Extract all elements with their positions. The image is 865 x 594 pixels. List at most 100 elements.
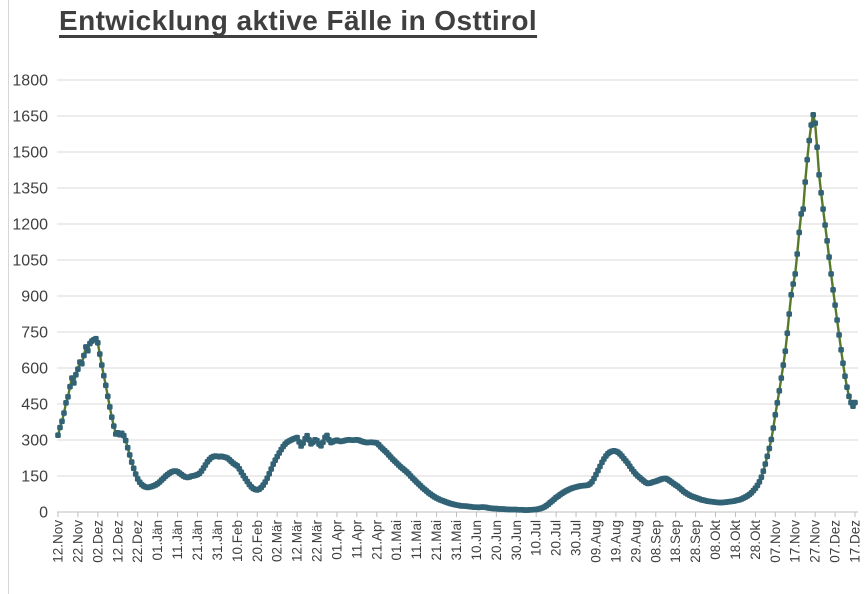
x-axis-label: 12.Mär xyxy=(290,520,305,563)
series-line xyxy=(56,113,857,512)
x-axis-label: 22.Dez xyxy=(130,520,145,563)
x-axis-label: 22.Mär xyxy=(310,520,325,563)
data-point-marker xyxy=(852,399,858,406)
x-axis-label: 09.Aug xyxy=(588,520,603,563)
data-point-marker xyxy=(61,410,67,416)
data-point-marker xyxy=(75,366,81,372)
x-axis-label: 20.Jun xyxy=(489,520,504,561)
data-point-marker xyxy=(73,371,79,378)
data-point-marker xyxy=(806,137,812,144)
x-axis-label: 18.Sep xyxy=(668,520,683,563)
data-point-marker xyxy=(830,287,836,293)
series-markers xyxy=(55,112,858,513)
data-point-marker xyxy=(294,434,300,441)
data-point-marker xyxy=(756,479,763,485)
data-point-marker xyxy=(794,251,800,257)
data-point-marker xyxy=(111,423,117,429)
y-axis-label: 150 xyxy=(21,469,48,486)
data-point-marker xyxy=(85,347,91,354)
data-point-marker xyxy=(109,414,115,420)
data-point-marker xyxy=(130,465,137,472)
y-axis-label: 1500 xyxy=(12,145,48,162)
x-axis-label: 29.Aug xyxy=(628,520,643,563)
data-point-marker xyxy=(67,383,73,390)
data-point-marker xyxy=(55,432,61,438)
x-axis-label: 11.Mai xyxy=(409,520,424,560)
data-point-marker xyxy=(126,452,133,458)
x-axis-label: 01.Jän xyxy=(150,520,165,561)
data-point-marker xyxy=(101,372,107,379)
data-point-marker xyxy=(132,471,139,477)
data-point-marker xyxy=(268,466,274,472)
data-point-marker xyxy=(770,425,777,431)
data-point-marker xyxy=(69,375,75,381)
data-point-marker xyxy=(818,190,824,196)
x-axis-label: 22.Nov xyxy=(70,520,85,563)
data-point-marker xyxy=(802,179,808,185)
data-point-marker xyxy=(820,206,826,212)
x-axis-label: 17.Dez xyxy=(848,520,863,563)
data-point-marker xyxy=(804,156,810,163)
x-axis-label: 17.Nov xyxy=(788,520,803,563)
data-point-marker xyxy=(834,317,840,323)
x-axis-label: 08.Okt xyxy=(708,520,723,560)
data-point-marker xyxy=(840,360,846,366)
x-axis-label: 02.Mär xyxy=(270,520,285,563)
data-point-marker xyxy=(780,362,787,368)
x-axis-label: 10.Feb xyxy=(230,520,245,562)
x-axis-label: 21.Apr xyxy=(369,520,384,560)
x-axis-label: 20.Feb xyxy=(250,520,265,562)
x-axis-label: 11.Jän xyxy=(170,520,185,560)
data-point-marker xyxy=(264,475,270,481)
data-point-marker xyxy=(846,393,852,400)
data-point-marker xyxy=(842,373,848,379)
data-point-marker xyxy=(786,311,792,317)
data-point-marker xyxy=(828,271,834,277)
data-point-marker xyxy=(121,432,127,439)
x-axis-ticks xyxy=(57,512,856,517)
x-axis-label: 28.Sep xyxy=(688,520,703,563)
x-axis-label: 31.Jän xyxy=(210,520,225,561)
data-point-marker xyxy=(796,229,802,236)
data-point-marker xyxy=(816,172,822,178)
data-point-marker xyxy=(838,347,844,353)
data-point-marker xyxy=(812,120,818,126)
data-point-marker xyxy=(59,418,65,425)
data-point-marker xyxy=(95,340,101,346)
x-axis-label: 01.Apr xyxy=(329,520,344,560)
y-axis-label: 0 xyxy=(39,505,48,522)
x-axis-label: 07.Nov xyxy=(768,520,783,563)
data-point-marker xyxy=(766,445,773,452)
y-axis-label: 450 xyxy=(21,397,48,414)
data-point-marker xyxy=(97,351,103,357)
y-axis-label: 1800 xyxy=(12,73,48,90)
x-axis-label: 12.Dez xyxy=(110,520,125,563)
data-point-marker xyxy=(758,474,765,480)
data-point-marker xyxy=(300,440,306,446)
x-axis-label: 30.Jul xyxy=(569,520,584,556)
data-point-marker xyxy=(824,238,830,244)
x-axis-label: 10.Jul xyxy=(529,520,544,556)
data-point-marker xyxy=(836,332,842,338)
x-axis-label: 11.Apr xyxy=(349,520,364,559)
y-axis-label: 1050 xyxy=(12,253,48,270)
data-point-marker xyxy=(814,144,820,150)
data-point-marker xyxy=(800,206,806,212)
x-axis-label: 27.Nov xyxy=(808,520,823,563)
data-point-marker xyxy=(798,211,804,217)
data-point-marker xyxy=(71,380,77,386)
data-point-marker xyxy=(760,468,767,474)
data-point-marker xyxy=(105,393,111,400)
y-gridlines xyxy=(57,79,858,513)
data-point-marker xyxy=(320,439,326,445)
y-axis-label: 1200 xyxy=(12,217,48,234)
x-axis-label: 10.Jun xyxy=(469,520,484,561)
x-axis-label: 07.Dez xyxy=(828,520,843,563)
data-point-marker xyxy=(776,388,783,394)
data-point-marker xyxy=(57,424,63,431)
data-point-marker xyxy=(107,404,113,410)
data-point-marker xyxy=(774,400,781,406)
x-axis-label: 19.Aug xyxy=(608,520,623,563)
